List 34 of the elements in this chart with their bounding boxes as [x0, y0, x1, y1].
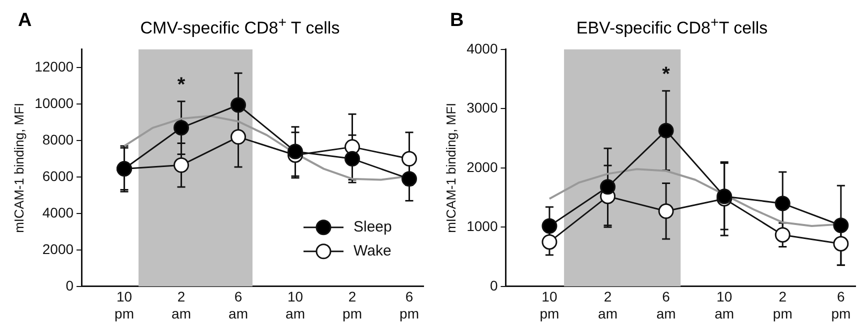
x-tick-label: 6 am — [228, 288, 248, 322]
x-tick-label: 2 am — [172, 288, 191, 322]
x-tick-label: 6 pm — [400, 288, 419, 322]
data-label: * — [177, 74, 186, 96]
chart-title: EBV-specific CD8$^{+}$T cells — [576, 15, 768, 38]
y-tick-label: 2000 — [466, 158, 498, 175]
y-tick-label: 4000 — [466, 40, 498, 56]
y-axis-title: mICAM-1 binding, MFI — [443, 102, 458, 233]
y-tick-label: 10000 — [34, 94, 74, 111]
x-tick-label: 10 am — [286, 288, 305, 322]
legend-label: Wake — [354, 242, 392, 260]
data-label: * — [662, 63, 670, 86]
y-tick-label: 12000 — [34, 58, 74, 74]
y-tick-label: 6000 — [42, 168, 74, 184]
x-tick-label: 6 pm — [831, 288, 851, 322]
text: A — [18, 10, 32, 32]
y-tick-label: 2000 — [42, 240, 74, 257]
y-tick-label: 0 — [66, 277, 74, 294]
text: B — [450, 10, 464, 32]
x-tick-label: 10 pm — [540, 288, 560, 322]
x-tick-label: 6 am — [656, 288, 676, 322]
x-tick-label: 10 pm — [114, 288, 134, 322]
y-tick-label: 4000 — [42, 204, 74, 220]
y-tick-label: 0 — [490, 277, 498, 294]
y-axis-title: mICAM-1 binding, MFI — [11, 102, 26, 233]
x-tick-label: 2 pm — [772, 288, 792, 322]
x-tick-label: 2 pm — [342, 288, 362, 322]
y-tick-label: 1000 — [466, 218, 498, 234]
chart-title: CMV-specific CD8$^{+}$ T cells — [140, 15, 340, 38]
y-tick-label: 3000 — [466, 100, 498, 116]
y-tick-label: 8000 — [42, 131, 74, 148]
legend-label: Sleep — [354, 218, 392, 236]
x-tick-label: 2 am — [598, 288, 618, 322]
x-tick-label: 10 am — [714, 288, 734, 322]
